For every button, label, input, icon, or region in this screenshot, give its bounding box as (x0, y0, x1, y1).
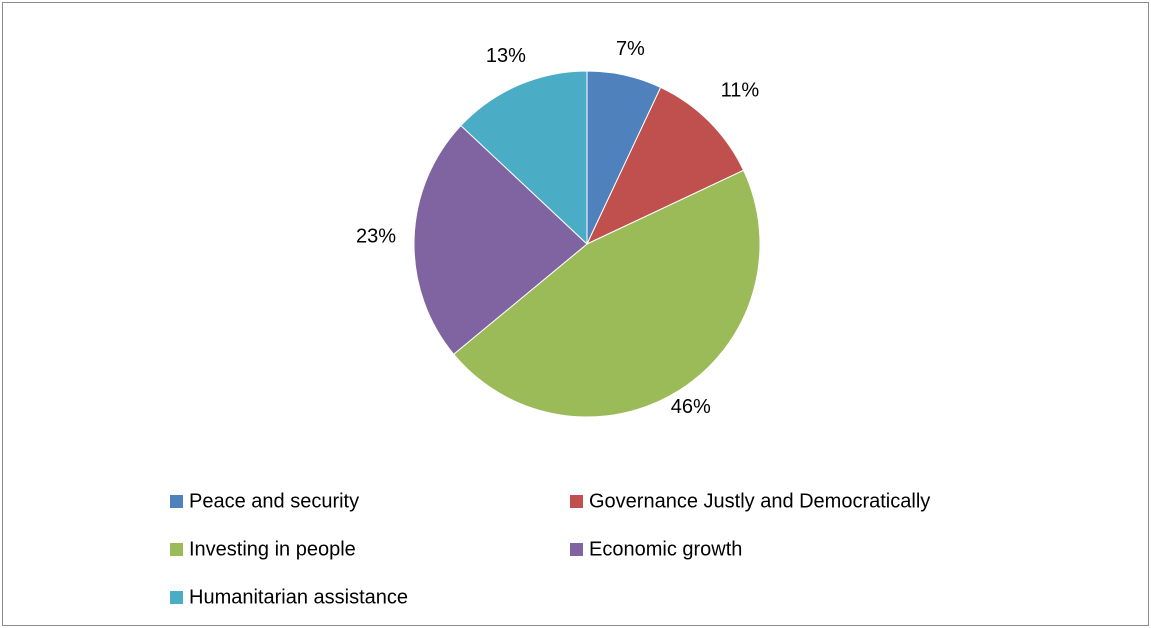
pie-slice-investing-in-people (452, 169, 761, 418)
legend-item-peace-and-security: Peace and security (170, 490, 359, 512)
legend-label-governance-justly-and-democratically: Governance Justly and Democratically (589, 490, 930, 512)
pie-slices (413, 70, 761, 418)
legend-label-humanitarian-assistance: Humanitarian assistance (189, 586, 408, 608)
legend-swatch-economic-growth (570, 543, 583, 556)
pie-slice-governance-justly-and-democratically (585, 86, 745, 246)
legend-swatch-investing-in-people (170, 543, 183, 556)
pie-slice-economic-growth (413, 124, 588, 355)
legend: Peace and security Governance Justly and … (170, 490, 930, 608)
data-label-peace-and-security: 7% (616, 38, 645, 60)
legend-label-investing-in-people: Investing in people (189, 538, 356, 560)
pie-slice-humanitarian-assistance (460, 70, 588, 246)
legend-label-economic-growth: Economic growth (589, 538, 742, 560)
data-label-investing-in-people: 46% (671, 396, 711, 418)
data-labels: 7% 11% 46% 23% 13% (356, 38, 759, 418)
data-label-economic-growth: 23% (356, 226, 396, 248)
legend-swatch-peace-and-security (170, 495, 183, 508)
legend-swatch-governance-justly-and-democratically (570, 495, 583, 508)
legend-item-governance-justly-and-democratically: Governance Justly and Democratically (570, 490, 930, 512)
data-label-governance-justly-and-democratically: 11% (721, 79, 760, 101)
legend-label-peace-and-security: Peace and security (189, 490, 359, 512)
legend-item-investing-in-people: Investing in people (170, 538, 356, 560)
legend-item-humanitarian-assistance: Humanitarian assistance (170, 586, 408, 608)
legend-swatch-humanitarian-assistance (170, 591, 183, 604)
legend-item-economic-growth: Economic growth (570, 538, 742, 560)
data-label-humanitarian-assistance: 13% (486, 45, 526, 67)
